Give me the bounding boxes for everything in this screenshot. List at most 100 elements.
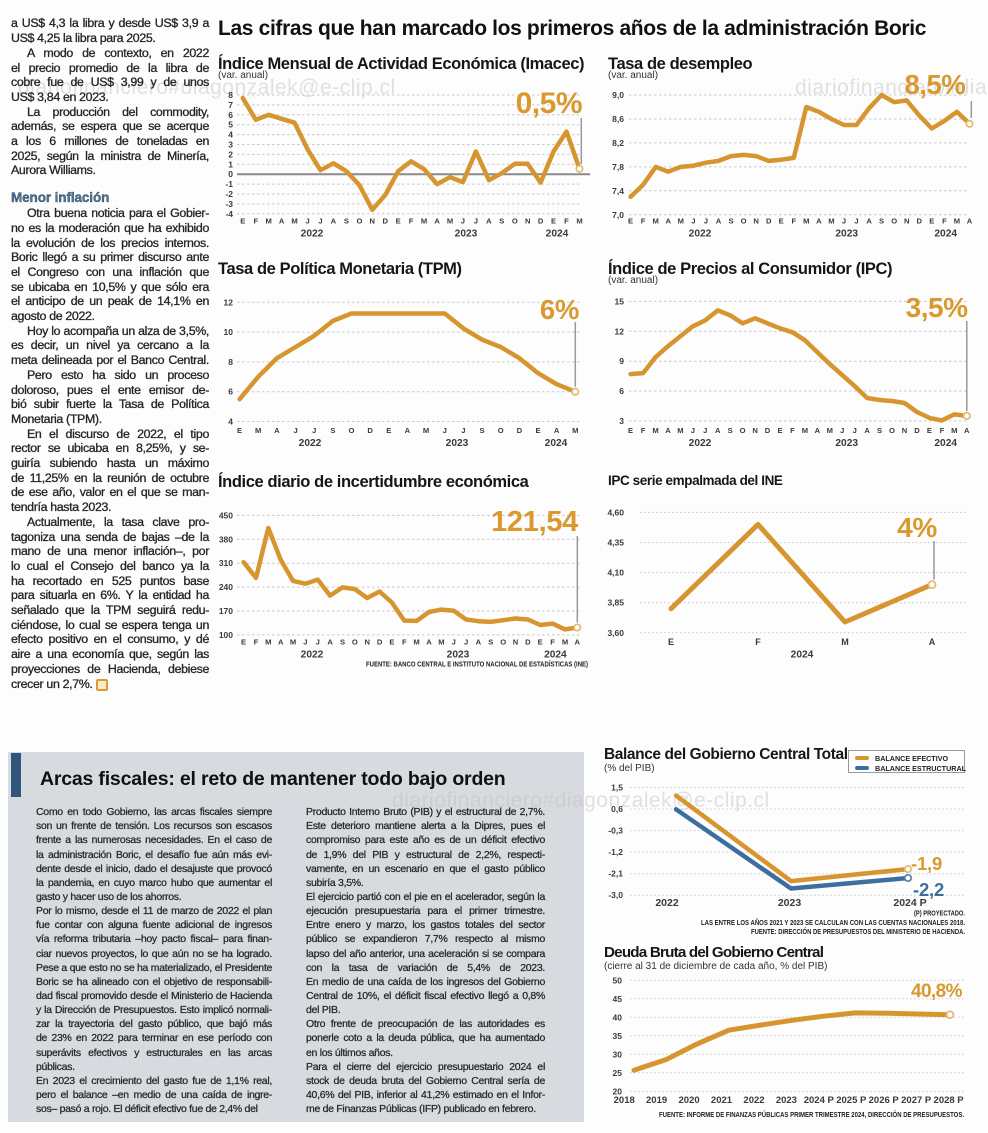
svg-text:F: F (940, 426, 945, 435)
svg-text:D: D (765, 426, 771, 435)
svg-text:2028 P: 2028 P (934, 1095, 965, 1106)
svg-text:A: A (967, 217, 973, 226)
svg-text:F: F (253, 217, 258, 226)
svg-text:8,6: 8,6 (612, 114, 624, 124)
svg-text:9,0: 9,0 (612, 90, 624, 100)
svg-text:7,0: 7,0 (612, 210, 624, 220)
svg-text:2022: 2022 (689, 438, 712, 449)
svg-text:M: M (652, 426, 658, 435)
svg-text:J: J (293, 426, 297, 435)
svg-text:5: 5 (228, 120, 233, 130)
svg-text:2023: 2023 (447, 650, 470, 661)
svg-text:2023: 2023 (835, 438, 858, 449)
svg-text:M: M (677, 426, 683, 435)
svg-text:2019: 2019 (646, 1095, 667, 1106)
svg-text:M: M (954, 217, 960, 226)
svg-text:F: F (942, 217, 947, 226)
svg-text:O: O (512, 217, 518, 226)
svg-text:F: F (790, 426, 795, 435)
svg-text:M: M (576, 217, 582, 226)
svg-text:M: M (413, 638, 419, 647)
svg-text:3,60: 3,60 (607, 628, 624, 638)
svg-text:2027 P: 2027 P (901, 1095, 932, 1106)
svg-text:O: O (349, 426, 355, 435)
svg-text:6: 6 (228, 110, 233, 120)
svg-text:O: O (500, 638, 506, 647)
svg-text:-4: -4 (225, 209, 233, 219)
svg-text:M: M (421, 217, 427, 226)
svg-text:8,2: 8,2 (612, 138, 624, 148)
svg-text:M: M (653, 217, 659, 226)
svg-text:S: S (340, 638, 345, 647)
svg-text:A: A (715, 426, 721, 435)
svg-text:F: F (791, 217, 796, 226)
svg-text:1,5: 1,5 (611, 783, 623, 793)
svg-text:E: E (535, 426, 540, 435)
svg-text:O: O (498, 426, 504, 435)
svg-text:(P) PROYECTADO.: (P) PROYECTADO. (914, 909, 965, 918)
svg-text:7: 7 (228, 100, 233, 110)
svg-text:E: E (386, 426, 391, 435)
svg-text:2024: 2024 (546, 229, 569, 240)
svg-text:A: A (864, 426, 870, 435)
svg-text:E: E (240, 217, 245, 226)
svg-text:380: 380 (219, 534, 233, 544)
svg-text:-2: -2 (225, 189, 233, 199)
svg-text:N: N (370, 217, 375, 226)
svg-text:2023: 2023 (455, 229, 478, 240)
svg-text:J: J (443, 426, 447, 435)
svg-text:FUENTE: DIRECCIÓN DE PRESUPUES: FUENTE: DIRECCIÓN DE PRESUPUESTOS DEL MI… (751, 927, 965, 936)
svg-text:A: A (486, 217, 492, 226)
svg-text:O: O (740, 426, 746, 435)
svg-text:20: 20 (613, 1086, 623, 1096)
svg-text:-1: -1 (225, 179, 233, 189)
svg-text:A: A (815, 426, 821, 435)
svg-text:2025 P: 2025 P (836, 1095, 867, 1106)
svg-text:S: S (488, 638, 493, 647)
svg-text:2024: 2024 (544, 650, 567, 661)
svg-text:A: A (554, 426, 560, 435)
svg-text:S: S (879, 217, 884, 226)
svg-text:M: M (827, 426, 833, 435)
svg-text:D: D (377, 638, 383, 647)
svg-text:E: E (241, 638, 246, 647)
svg-text:N: N (902, 426, 907, 435)
svg-text:2: 2 (228, 149, 233, 159)
svg-text:M: M (438, 638, 444, 647)
svg-text:D: D (914, 426, 920, 435)
svg-text:FUENTE: BANCO CENTRAL E INSTIT: FUENTE: BANCO CENTRAL E INSTITUTO NACION… (366, 660, 588, 669)
svg-text:2024: 2024 (934, 229, 957, 240)
svg-text:E: E (628, 426, 633, 435)
svg-text:1: 1 (228, 159, 233, 169)
svg-text:E: E (779, 217, 784, 226)
svg-text:S: S (479, 426, 484, 435)
svg-text:12: 12 (224, 297, 234, 307)
svg-text:A: A (405, 426, 411, 435)
svg-text:M: M (423, 426, 429, 435)
svg-text:2024: 2024 (545, 438, 568, 449)
svg-text:A: A (665, 217, 671, 226)
svg-text:F: F (402, 638, 407, 647)
svg-text:4,10: 4,10 (607, 568, 624, 578)
svg-text:D: D (367, 426, 373, 435)
svg-text:J: J (303, 638, 307, 647)
svg-text:2021: 2021 (711, 1095, 733, 1106)
svg-text:J: J (840, 426, 844, 435)
svg-text:2020: 2020 (679, 1095, 700, 1106)
svg-text:D: D (538, 217, 544, 226)
svg-text:J: J (452, 638, 456, 647)
svg-text:2023: 2023 (835, 229, 858, 240)
svg-text:10: 10 (224, 327, 234, 337)
svg-text:40: 40 (613, 1012, 623, 1022)
svg-text:2024: 2024 (934, 438, 957, 449)
svg-text:A: A (476, 638, 482, 647)
svg-text:A: A (866, 217, 872, 226)
svg-text:2022: 2022 (689, 229, 712, 240)
svg-text:M: M (266, 217, 272, 226)
svg-text:2022: 2022 (301, 229, 324, 240)
svg-text:E: E (396, 217, 401, 226)
svg-text:M: M (802, 426, 808, 435)
svg-text:S: S (728, 217, 733, 226)
svg-text:450: 450 (219, 510, 233, 520)
svg-text:D: D (766, 217, 772, 226)
